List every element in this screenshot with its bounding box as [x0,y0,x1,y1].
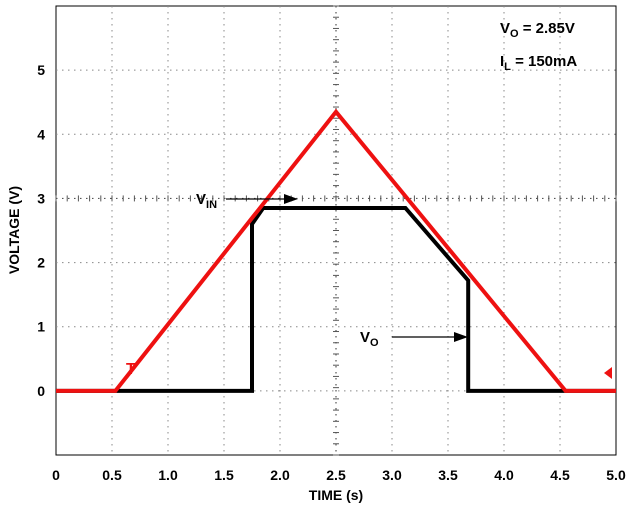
y-tick-labels: 0 1 2 3 4 5 [37,62,45,399]
y-axis-title: VOLTAGE (V) [6,186,22,274]
vin-arrow-head-icon [284,194,298,204]
y-tick-label: 4 [37,126,45,142]
x-tick-labels: 0 0.5 1.0 1.5 2.0 2.5 3.0 3.5 4.0 4.5 5.0 [52,467,626,483]
x-tick-label: 3.5 [438,467,458,483]
x-tick-label: 4.0 [494,467,514,483]
y-tick-label: 1 [37,319,45,335]
series-line-vin [56,108,616,393]
x-tick-label: 0 [52,467,60,483]
series-line-vo [56,206,616,393]
vin-label: VIN [196,191,217,211]
y-tick-label: 2 [37,255,45,271]
x-tick-label: 1.5 [214,467,234,483]
vo-label: VO [360,329,379,349]
vo-condition: VO = 2.85V [500,20,575,40]
il-condition: IL = 150mA [500,53,577,73]
edge-marker-icon [604,367,612,379]
x-tick-label: 2.5 [326,467,346,483]
vo-annotation: VO [360,329,468,349]
x-tick-label: 3.0 [382,467,402,483]
y-tick-label: 0 [37,383,45,399]
y-tick-label: 3 [37,190,45,206]
x-tick-label: 2.0 [270,467,290,483]
vin-annotation: VIN [196,191,298,211]
x-tick-label: 4.5 [550,467,570,483]
x-tick-label: 0.5 [102,467,122,483]
x-tick-label: 5.0 [606,467,626,483]
trigger-marker: T [126,361,136,378]
y-tick-label: 5 [37,62,45,78]
x-tick-label: 1.0 [158,467,178,483]
vo-arrow-head-icon [454,332,468,342]
x-axis-title: TIME (s) [309,487,363,503]
